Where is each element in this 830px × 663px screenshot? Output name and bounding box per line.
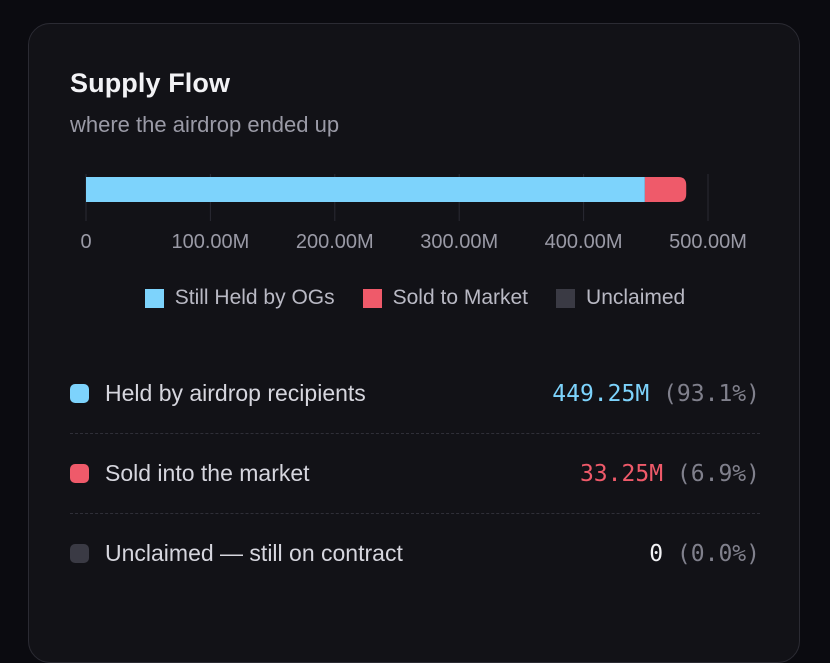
bar-segment-sold[interactable] xyxy=(644,177,687,202)
x-tick-label-4: 400.00M xyxy=(545,231,623,253)
unclaimed-percent: (0.0%) xyxy=(676,540,760,567)
legend-label-sold: Sold to Market xyxy=(392,286,529,309)
legend-label-held: Still Held by OGs xyxy=(174,286,335,309)
unclaimed-color-dot xyxy=(70,544,89,563)
held-value-group: 449.25M (93.1%) xyxy=(552,381,760,407)
x-tick-label-1: 100.00M xyxy=(171,231,249,253)
legend-swatch-sold xyxy=(362,288,382,308)
breakdown-row-unclaimed: Unclaimed — still on contract 0 (0.0%) xyxy=(70,514,760,593)
sold-color-dot xyxy=(70,464,89,483)
legend-item-held[interactable]: Still Held by OGs xyxy=(144,286,335,310)
unclaimed-value-group: 0 (0.0%) xyxy=(649,541,760,567)
x-tick-label-5: 500.00M xyxy=(669,231,747,253)
supply-bar-chart: 0 100.00M 200.00M 300.00M 400.00M 500.00M xyxy=(80,174,747,253)
supply-flow-card: Supply Flow where the airdrop ended up 0… xyxy=(28,23,800,663)
legend-item-sold[interactable]: Sold to Market xyxy=(362,286,529,310)
sold-percent: (6.9%) xyxy=(676,460,760,487)
breakdown-row-held: Held by airdrop recipients 449.25M (93.1… xyxy=(70,354,760,434)
sold-value: 33.25M xyxy=(579,460,664,487)
x-tick-label-2: 200.00M xyxy=(296,231,374,253)
x-tick-label-0: 0 xyxy=(80,231,91,253)
held-percent: (93.1%) xyxy=(663,380,760,407)
supply-breakdown-list: Held by airdrop recipients 449.25M (93.1… xyxy=(70,354,760,593)
legend-swatch-held xyxy=(144,288,164,308)
card-title: Supply Flow xyxy=(70,68,231,98)
breakdown-row-sold: Sold into the market 33.25M (6.9%) xyxy=(70,434,760,514)
card-subtitle: where the airdrop ended up xyxy=(70,112,340,137)
unclaimed-value: 0 xyxy=(649,540,664,567)
held-value: 449.25M xyxy=(552,380,650,407)
unclaimed-label: Unclaimed — still on contract xyxy=(105,540,403,566)
held-label: Held by airdrop recipients xyxy=(105,380,366,406)
legend-label-unclaimed: Unclaimed xyxy=(586,286,686,309)
legend-item-unclaimed[interactable]: Unclaimed xyxy=(556,286,685,310)
x-tick-label-3: 300.00M xyxy=(420,231,498,253)
legend-swatch-unclaimed xyxy=(556,288,576,308)
held-color-dot xyxy=(70,384,89,403)
sold-label: Sold into the market xyxy=(105,460,310,486)
sold-value-group: 33.25M (6.9%) xyxy=(580,461,760,487)
chart-legend: Still Held by OGs Sold to Market Unclaim… xyxy=(29,286,801,310)
bar-segment-held[interactable] xyxy=(86,177,645,202)
